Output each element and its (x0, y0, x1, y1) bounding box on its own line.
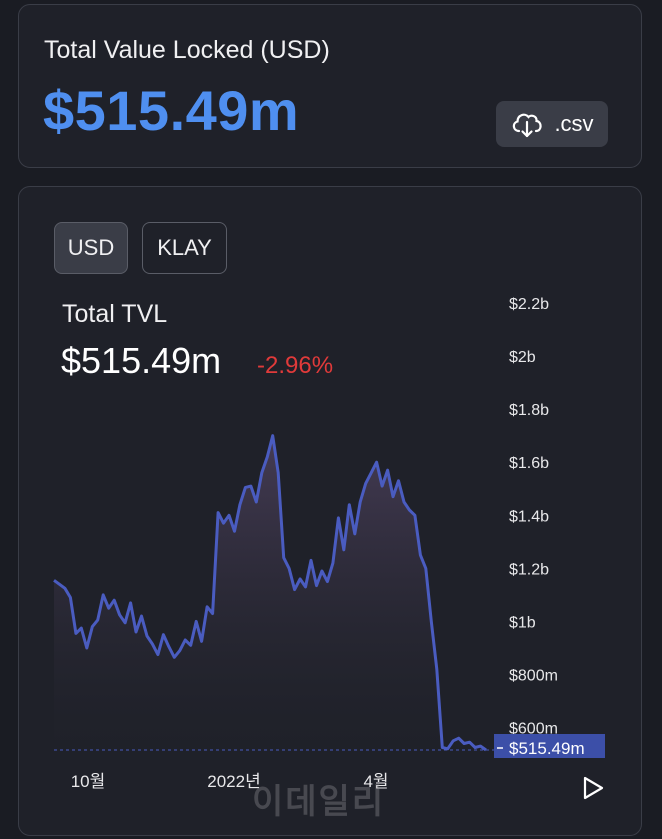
tvl-line (53, 434, 487, 752)
y-tick-label-7: $800m (509, 668, 558, 685)
total-tvl-change: -2.96% (257, 352, 334, 379)
watermark: 이데일리 (252, 783, 386, 821)
y-tick-label-3: $1.6b (509, 455, 549, 472)
y-tick-label-0: $2.2b (509, 296, 549, 313)
toggle-klay[interactable]: KLAY (142, 222, 227, 274)
x-tick-label-2: 4월 (363, 772, 388, 791)
x-tick-label-1: 2022년 (207, 772, 260, 791)
current-value-badge (494, 734, 605, 758)
play-icon (583, 776, 604, 800)
current-value-label: $515.49m (509, 739, 585, 758)
total-tvl-value: $515.49m (61, 340, 222, 381)
x-tick-label-0: 10월 (71, 772, 106, 791)
y-tick-label-2: $1.8b (509, 402, 549, 419)
y-tick-label-8: $600m (509, 721, 558, 738)
tvl-area (54, 435, 486, 750)
total-tvl-label: Total TVL (62, 300, 168, 328)
tvl-label: Total Value Locked (USD) (44, 36, 330, 64)
y-tick-label-6: $1b (509, 614, 536, 631)
toggle-usd[interactable]: USD (54, 222, 128, 274)
y-tick-label-1: $2b (509, 349, 536, 366)
tvl-value: $515.49m (43, 79, 300, 142)
cloud-download-icon (513, 113, 543, 138)
y-tick-label-5: $1.2b (509, 561, 549, 578)
play-button[interactable] (580, 775, 606, 801)
csv-download-button[interactable]: .csv (496, 101, 608, 147)
csv-label: .csv (554, 111, 594, 136)
y-tick-label-4: $1.4b (509, 508, 549, 525)
